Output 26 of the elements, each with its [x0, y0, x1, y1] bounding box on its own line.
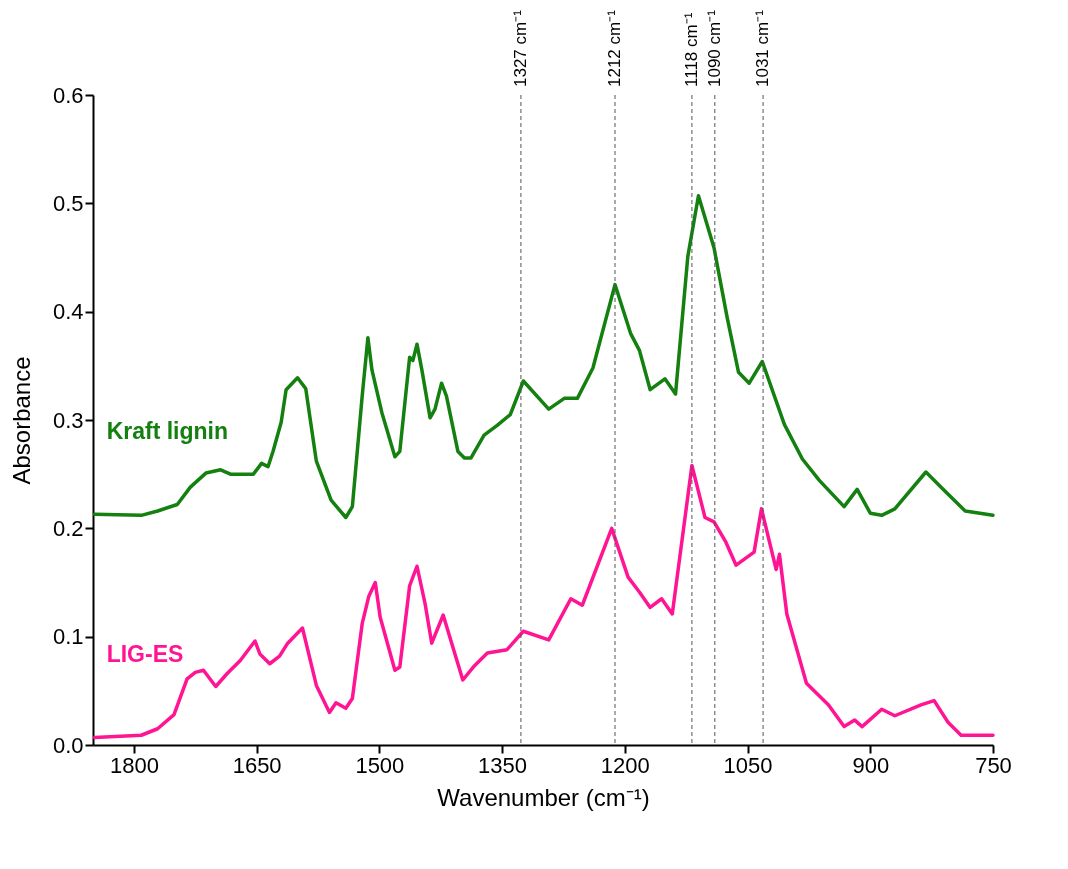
x-tick-label: 1050	[723, 752, 773, 778]
x-tick-label: 1350	[478, 752, 528, 778]
y-tick-label: 0.1	[52, 624, 84, 650]
ref-line-label: 1327 cm⁻¹	[510, 9, 530, 87]
y-tick-label: 0.2	[52, 515, 84, 541]
y-tick-label: 0.5	[52, 190, 84, 216]
ref-line-label: 1031 cm⁻¹	[753, 9, 773, 87]
x-tick-label: 1650	[232, 752, 282, 778]
x-tick-label: 1200	[600, 752, 650, 778]
ref-line-label: 1212 cm⁻¹	[605, 9, 624, 87]
y-tick-label: 0.0	[52, 732, 84, 758]
ref-line-label: 1118 cm⁻¹	[681, 12, 701, 87]
series-label: Kraft lignin	[106, 418, 229, 445]
x-tick-label: 1500	[355, 752, 405, 778]
ref-line-label: 1090 cm⁻¹	[704, 9, 724, 87]
x-tick-label: 750	[975, 752, 1012, 778]
y-tick-label: 0.4	[52, 299, 84, 325]
y-tick-label: 0.6	[52, 82, 84, 108]
y-tick-label: 0.3	[52, 407, 84, 433]
x-tick-label: 900	[852, 752, 890, 778]
line-series	[92, 463, 995, 740]
y-axis-title: Absorbance	[7, 356, 35, 485]
x-tick-label: 1800	[109, 752, 159, 778]
x-axis-title: Wavenumber (cm⁻¹)	[437, 783, 650, 811]
line-series	[92, 194, 995, 520]
series-label: LIG-ES	[106, 641, 184, 668]
